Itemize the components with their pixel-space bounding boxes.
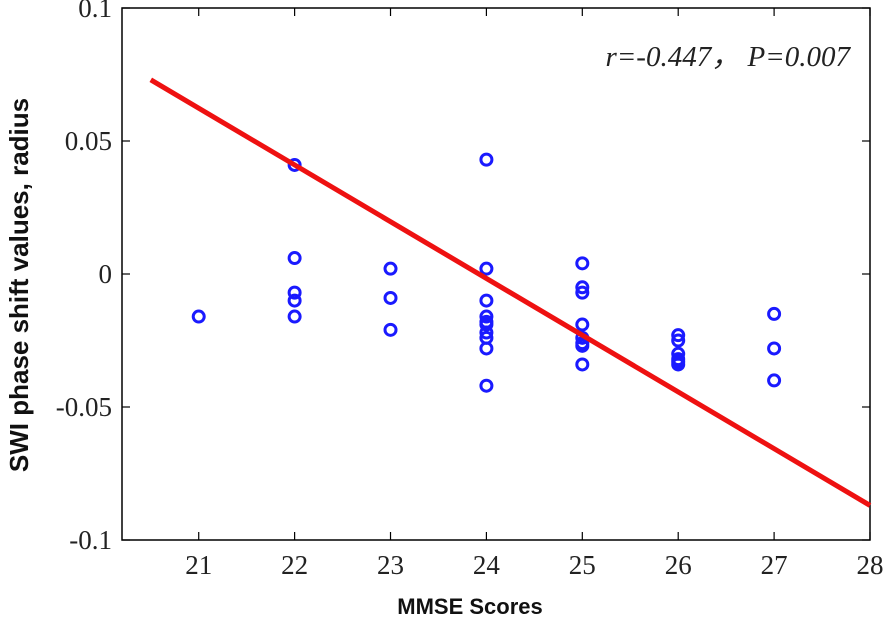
data-point xyxy=(479,341,494,356)
y-tick-label: 0.05 xyxy=(65,126,112,156)
data-point xyxy=(479,309,494,324)
data-point xyxy=(287,285,302,300)
y-tick-label: 0 xyxy=(99,259,113,289)
y-tick-label: 0.1 xyxy=(78,0,112,23)
y-tick-label: -0.1 xyxy=(69,525,112,555)
x-axis-title: MMSE Scores xyxy=(397,594,543,619)
x-tick-label: 25 xyxy=(569,550,596,580)
data-point xyxy=(479,378,494,393)
data-point xyxy=(383,322,398,337)
data-point xyxy=(479,261,494,276)
y-axis-title: SWI phase shift values, radius xyxy=(4,98,34,472)
x-tick-label: 27 xyxy=(761,550,788,580)
data-point xyxy=(383,290,398,305)
data-point xyxy=(575,317,590,332)
data-point xyxy=(479,293,494,308)
x-tick-label: 21 xyxy=(185,550,212,580)
data-point xyxy=(671,333,686,348)
data-point xyxy=(671,328,686,343)
data-point xyxy=(287,157,302,172)
data-point xyxy=(479,152,494,167)
data-point xyxy=(575,280,590,295)
data-point xyxy=(479,317,494,332)
data-point xyxy=(767,341,782,356)
data-point xyxy=(383,261,398,276)
data-point xyxy=(287,309,302,324)
regression-line xyxy=(149,77,872,508)
data-point xyxy=(287,293,302,308)
correlation-annotation: r=-0.447， P=0.007 xyxy=(605,41,851,73)
data-point xyxy=(479,325,494,340)
data-point xyxy=(575,256,590,271)
axis-ticks: 21 22 23 24 25 26 27 28 -0.1 -0.05 0 0.05 0.1 xyxy=(56,0,884,580)
data-point xyxy=(767,373,782,388)
x-tick-label: 28 xyxy=(857,550,884,580)
data-point xyxy=(575,338,590,353)
x-tick-label: 24 xyxy=(473,550,501,580)
x-tick-label: 23 xyxy=(377,550,404,580)
x-tick-label: 22 xyxy=(281,550,308,580)
y-tick-label: -0.05 xyxy=(56,392,112,422)
regression-line-group xyxy=(149,77,872,508)
data-point xyxy=(767,306,782,321)
data-point xyxy=(575,357,590,372)
data-point xyxy=(575,285,590,300)
data-point xyxy=(671,357,686,372)
x-tick-label: 26 xyxy=(665,550,692,580)
data-point xyxy=(287,251,302,266)
data-point xyxy=(191,309,206,324)
